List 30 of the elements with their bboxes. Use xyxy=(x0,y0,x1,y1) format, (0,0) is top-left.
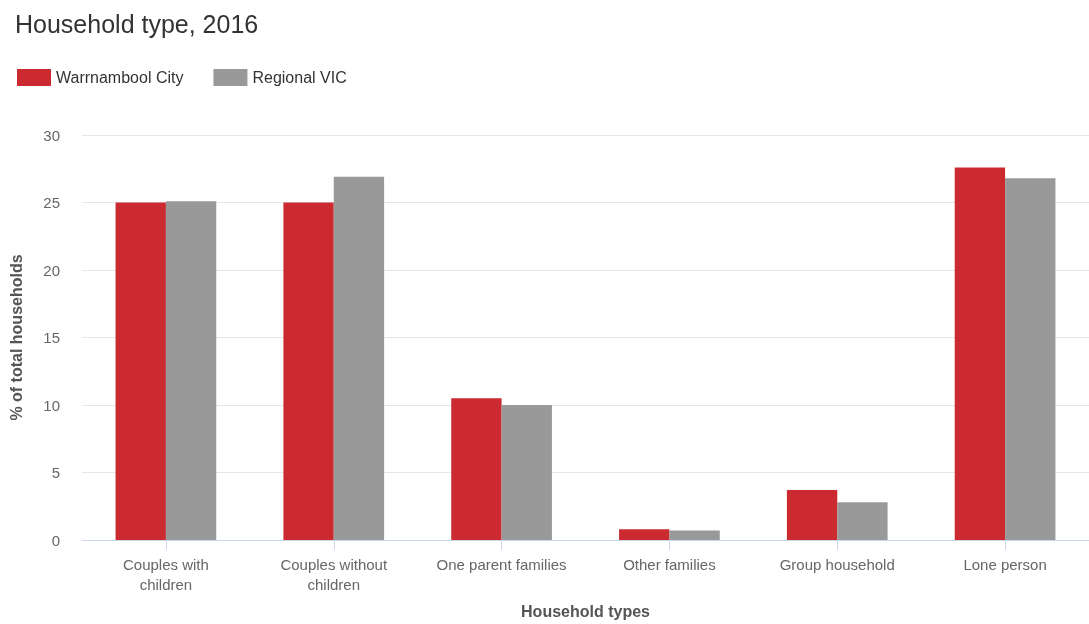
x-tick-label: One parent families xyxy=(436,555,567,573)
bar xyxy=(619,529,670,540)
x-tick-label: Couples with children xyxy=(122,555,209,593)
bar xyxy=(786,490,838,540)
y-tick-label: 20 xyxy=(43,261,60,279)
legend-label: Warrnambool City xyxy=(56,69,184,86)
bar xyxy=(954,167,1006,540)
x-tick-label: Lone person xyxy=(963,555,1047,573)
y-tick-label: 25 xyxy=(43,194,60,211)
chart-title: Household type, 2016 xyxy=(15,9,259,38)
bar xyxy=(1005,178,1056,540)
legend-label: Regional VIC xyxy=(252,69,347,86)
x-tick-label: Other families xyxy=(623,555,716,573)
x-tick-label: Group household xyxy=(779,555,895,573)
x-axis-title: Household types xyxy=(521,602,651,620)
bar xyxy=(501,405,552,540)
bar xyxy=(115,202,166,540)
y-tick-label: 15 xyxy=(43,329,60,346)
bar xyxy=(669,530,720,540)
bar xyxy=(283,202,334,540)
bar xyxy=(333,176,385,540)
x-tick-label: Couples without children xyxy=(280,555,388,593)
y-tick-label: 0 xyxy=(51,531,60,549)
y-tick-label: 30 xyxy=(43,126,60,144)
y-axis-title: % of total households xyxy=(7,254,25,421)
y-tick-label: 5 xyxy=(51,464,60,481)
bar xyxy=(165,201,217,540)
bar xyxy=(451,398,502,540)
bar xyxy=(837,502,888,540)
y-tick-label: 10 xyxy=(43,396,60,414)
